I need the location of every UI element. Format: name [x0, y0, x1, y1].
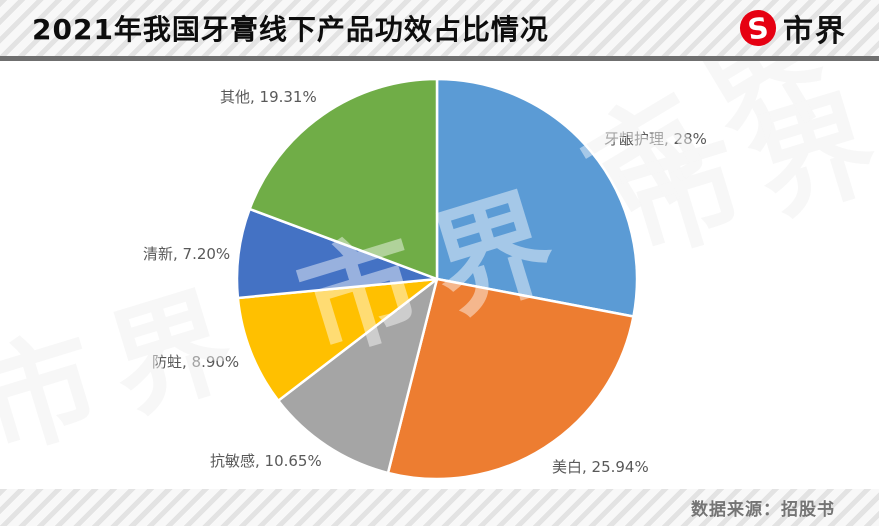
- pie-slice-抗敏感: [277, 277, 439, 475]
- brand-logo-text: 市界: [783, 14, 847, 49]
- brand-logo-icon: S: [739, 9, 777, 47]
- header: 2021年我国牙膏线下产品功效占比情况 S 市界: [0, 0, 879, 61]
- pie-slice-美白: [386, 277, 635, 481]
- brand-logo: S 市界: [739, 6, 847, 50]
- pie-slice-其他: [248, 77, 439, 281]
- pie-slice-牙龈护理: [435, 77, 639, 318]
- page-title: 2021年我国牙膏线下产品功效占比情况: [32, 13, 549, 46]
- logo-glyph: S: [746, 11, 771, 47]
- pie-slice-防蛀: [236, 277, 439, 402]
- data-source-label: 数据来源：招股书: [691, 500, 835, 520]
- footer: 数据来源：招股书: [0, 489, 879, 526]
